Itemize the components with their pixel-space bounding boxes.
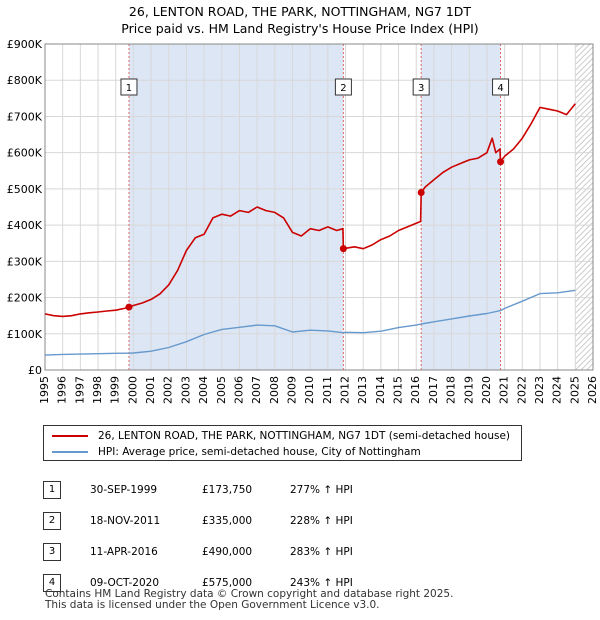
footer-licence: This data is licensed under the Open Gov… bbox=[45, 599, 380, 611]
sale-point bbox=[339, 245, 347, 253]
shaded-period bbox=[421, 44, 501, 370]
legend-label-property: 26, LENTON ROAD, THE PARK, NOTTINGHAM, N… bbox=[98, 430, 511, 442]
y-tick-label: £900K bbox=[7, 38, 43, 51]
sale-price: £335,000 bbox=[202, 514, 253, 527]
sale-date: 18-NOV-2011 bbox=[90, 514, 161, 527]
y-tick-label: £700K bbox=[7, 110, 43, 123]
sale-number-badge: 1 bbox=[43, 480, 61, 499]
sale-hpi-change: 283% ↑ HPI bbox=[290, 545, 353, 558]
x-tick-label: 2004 bbox=[197, 376, 210, 404]
x-tick-label: 2025 bbox=[568, 376, 581, 404]
x-tick-label: 1998 bbox=[91, 376, 104, 404]
x-tick-label: 2012 bbox=[339, 376, 352, 404]
sale-point bbox=[417, 189, 425, 197]
sale-price: £490,000 bbox=[202, 545, 253, 558]
projection-hatch bbox=[575, 44, 593, 370]
legend: 26, LENTON ROAD, THE PARK, NOTTINGHAM, N… bbox=[43, 425, 522, 461]
legend-item-property: 26, LENTON ROAD, THE PARK, NOTTINGHAM, N… bbox=[52, 428, 510, 444]
x-tick-label: 2001 bbox=[144, 376, 157, 404]
hpi-line bbox=[44, 289, 576, 356]
x-tick-label: 2017 bbox=[427, 376, 440, 404]
sale-number-badge: 4 bbox=[43, 573, 61, 592]
x-tick-label: 2013 bbox=[356, 376, 369, 404]
y-tick-label: £800K bbox=[7, 74, 43, 87]
x-tick-label: 2006 bbox=[232, 376, 245, 404]
sale-point bbox=[125, 303, 133, 311]
y-tick-label: £500K bbox=[7, 183, 43, 196]
y-tick-label: £600K bbox=[7, 147, 43, 160]
y-tick-label: £0 bbox=[28, 364, 42, 377]
sale-date: 09-OCT-2020 bbox=[90, 576, 159, 589]
sale-hpi-change: 243% ↑ HPI bbox=[290, 576, 353, 589]
x-tick-label: 2000 bbox=[126, 376, 139, 404]
y-tick-label: £100K bbox=[7, 328, 43, 341]
legend-swatch-property bbox=[52, 435, 88, 437]
x-tick-label: 2003 bbox=[179, 376, 192, 404]
x-tick-label: 2016 bbox=[409, 376, 422, 404]
x-tick-label: 2010 bbox=[303, 376, 316, 404]
shaded-period bbox=[128, 44, 344, 370]
sale-date: 30-SEP-1999 bbox=[90, 483, 158, 496]
x-tick-label: 2009 bbox=[285, 376, 298, 404]
x-tick-label: 1997 bbox=[73, 376, 86, 404]
sale-number-label: 4 bbox=[497, 83, 503, 94]
sale-number-box bbox=[334, 78, 352, 96]
sale-row: 4 09-OCT-2020 £575,000 243% ↑ HPI bbox=[43, 567, 353, 598]
x-tick-label: 1996 bbox=[56, 376, 69, 404]
sale-price: £173,750 bbox=[202, 483, 253, 496]
sale-point bbox=[497, 158, 505, 166]
sale-row: 3 11-APR-2016 £490,000 283% ↑ HPI bbox=[43, 536, 353, 567]
legend-label-hpi: HPI: Average price, semi-detached house,… bbox=[98, 446, 421, 458]
legend-swatch-hpi bbox=[52, 451, 88, 453]
property-price-line bbox=[44, 103, 576, 318]
sale-number-box bbox=[492, 78, 510, 96]
price-chart: £0 £100K £200K £300K £400K £500K £600K £700K £80… bbox=[7, 38, 599, 404]
sale-number-label: 1 bbox=[126, 83, 132, 94]
footer-copyright: Contains HM Land Registry data © Crown c… bbox=[45, 588, 454, 600]
x-tick-label: 2019 bbox=[462, 376, 475, 404]
sale-row: 1 30-SEP-1999 £173,750 277% ↑ HPI bbox=[43, 474, 353, 505]
sale-number-badge: 2 bbox=[43, 511, 61, 530]
footer: Contains HM Land Registry data © Crown c… bbox=[45, 589, 453, 611]
sale-hpi-change: 277% ↑ HPI bbox=[290, 483, 353, 496]
x-tick-label: 2002 bbox=[162, 376, 175, 404]
sale-price: £575,000 bbox=[202, 576, 253, 589]
plot-frame bbox=[44, 43, 594, 371]
x-tick-label: 2011 bbox=[321, 376, 334, 404]
x-tick-label: 1995 bbox=[38, 376, 51, 404]
x-tick-label: 2018 bbox=[445, 376, 458, 404]
x-tick-label: 2005 bbox=[215, 376, 228, 404]
x-tick-label: 2026 bbox=[586, 376, 599, 404]
sales-table: 1 30-SEP-1999 £173,750 277% ↑ HPI 2 18-N… bbox=[43, 474, 353, 598]
sale-number-label: 3 bbox=[418, 83, 424, 94]
x-tick-label: 2024 bbox=[551, 376, 564, 404]
x-tick-label: 2021 bbox=[498, 376, 511, 404]
x-tick-label: 1999 bbox=[109, 376, 122, 404]
chart-title: 26, LENTON ROAD, THE PARK, NOTTINGHAM, N… bbox=[128, 4, 472, 19]
x-tick-label: 2015 bbox=[392, 376, 405, 404]
sale-date: 11-APR-2016 bbox=[90, 545, 158, 558]
y-tick-label: £300K bbox=[7, 255, 43, 268]
sale-number-badge: 3 bbox=[43, 542, 61, 561]
y-tick-label: £200K bbox=[7, 292, 43, 305]
x-tick-label: 2014 bbox=[374, 376, 387, 404]
x-tick-label: 2007 bbox=[250, 376, 263, 404]
legend-item-hpi: HPI: Average price, semi-detached house,… bbox=[52, 444, 421, 460]
sale-number-box bbox=[120, 78, 138, 96]
x-tick-label: 2020 bbox=[480, 376, 493, 404]
sale-number-box bbox=[412, 78, 430, 96]
chart-subtitle: Price paid vs. HM Land Registry's House … bbox=[121, 21, 479, 36]
x-tick-label: 2008 bbox=[268, 376, 281, 404]
y-tick-label: £400K bbox=[7, 219, 43, 232]
sale-hpi-change: 228% ↑ HPI bbox=[290, 514, 353, 527]
x-tick-label: 2022 bbox=[515, 376, 528, 404]
x-tick-label: 2023 bbox=[533, 376, 546, 404]
sale-row: 2 18-NOV-2011 £335,000 228% ↑ HPI bbox=[43, 505, 353, 536]
sale-number-label: 2 bbox=[340, 83, 346, 94]
